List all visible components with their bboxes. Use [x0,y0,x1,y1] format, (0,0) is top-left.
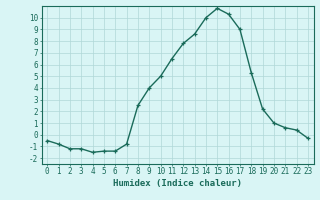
X-axis label: Humidex (Indice chaleur): Humidex (Indice chaleur) [113,179,242,188]
